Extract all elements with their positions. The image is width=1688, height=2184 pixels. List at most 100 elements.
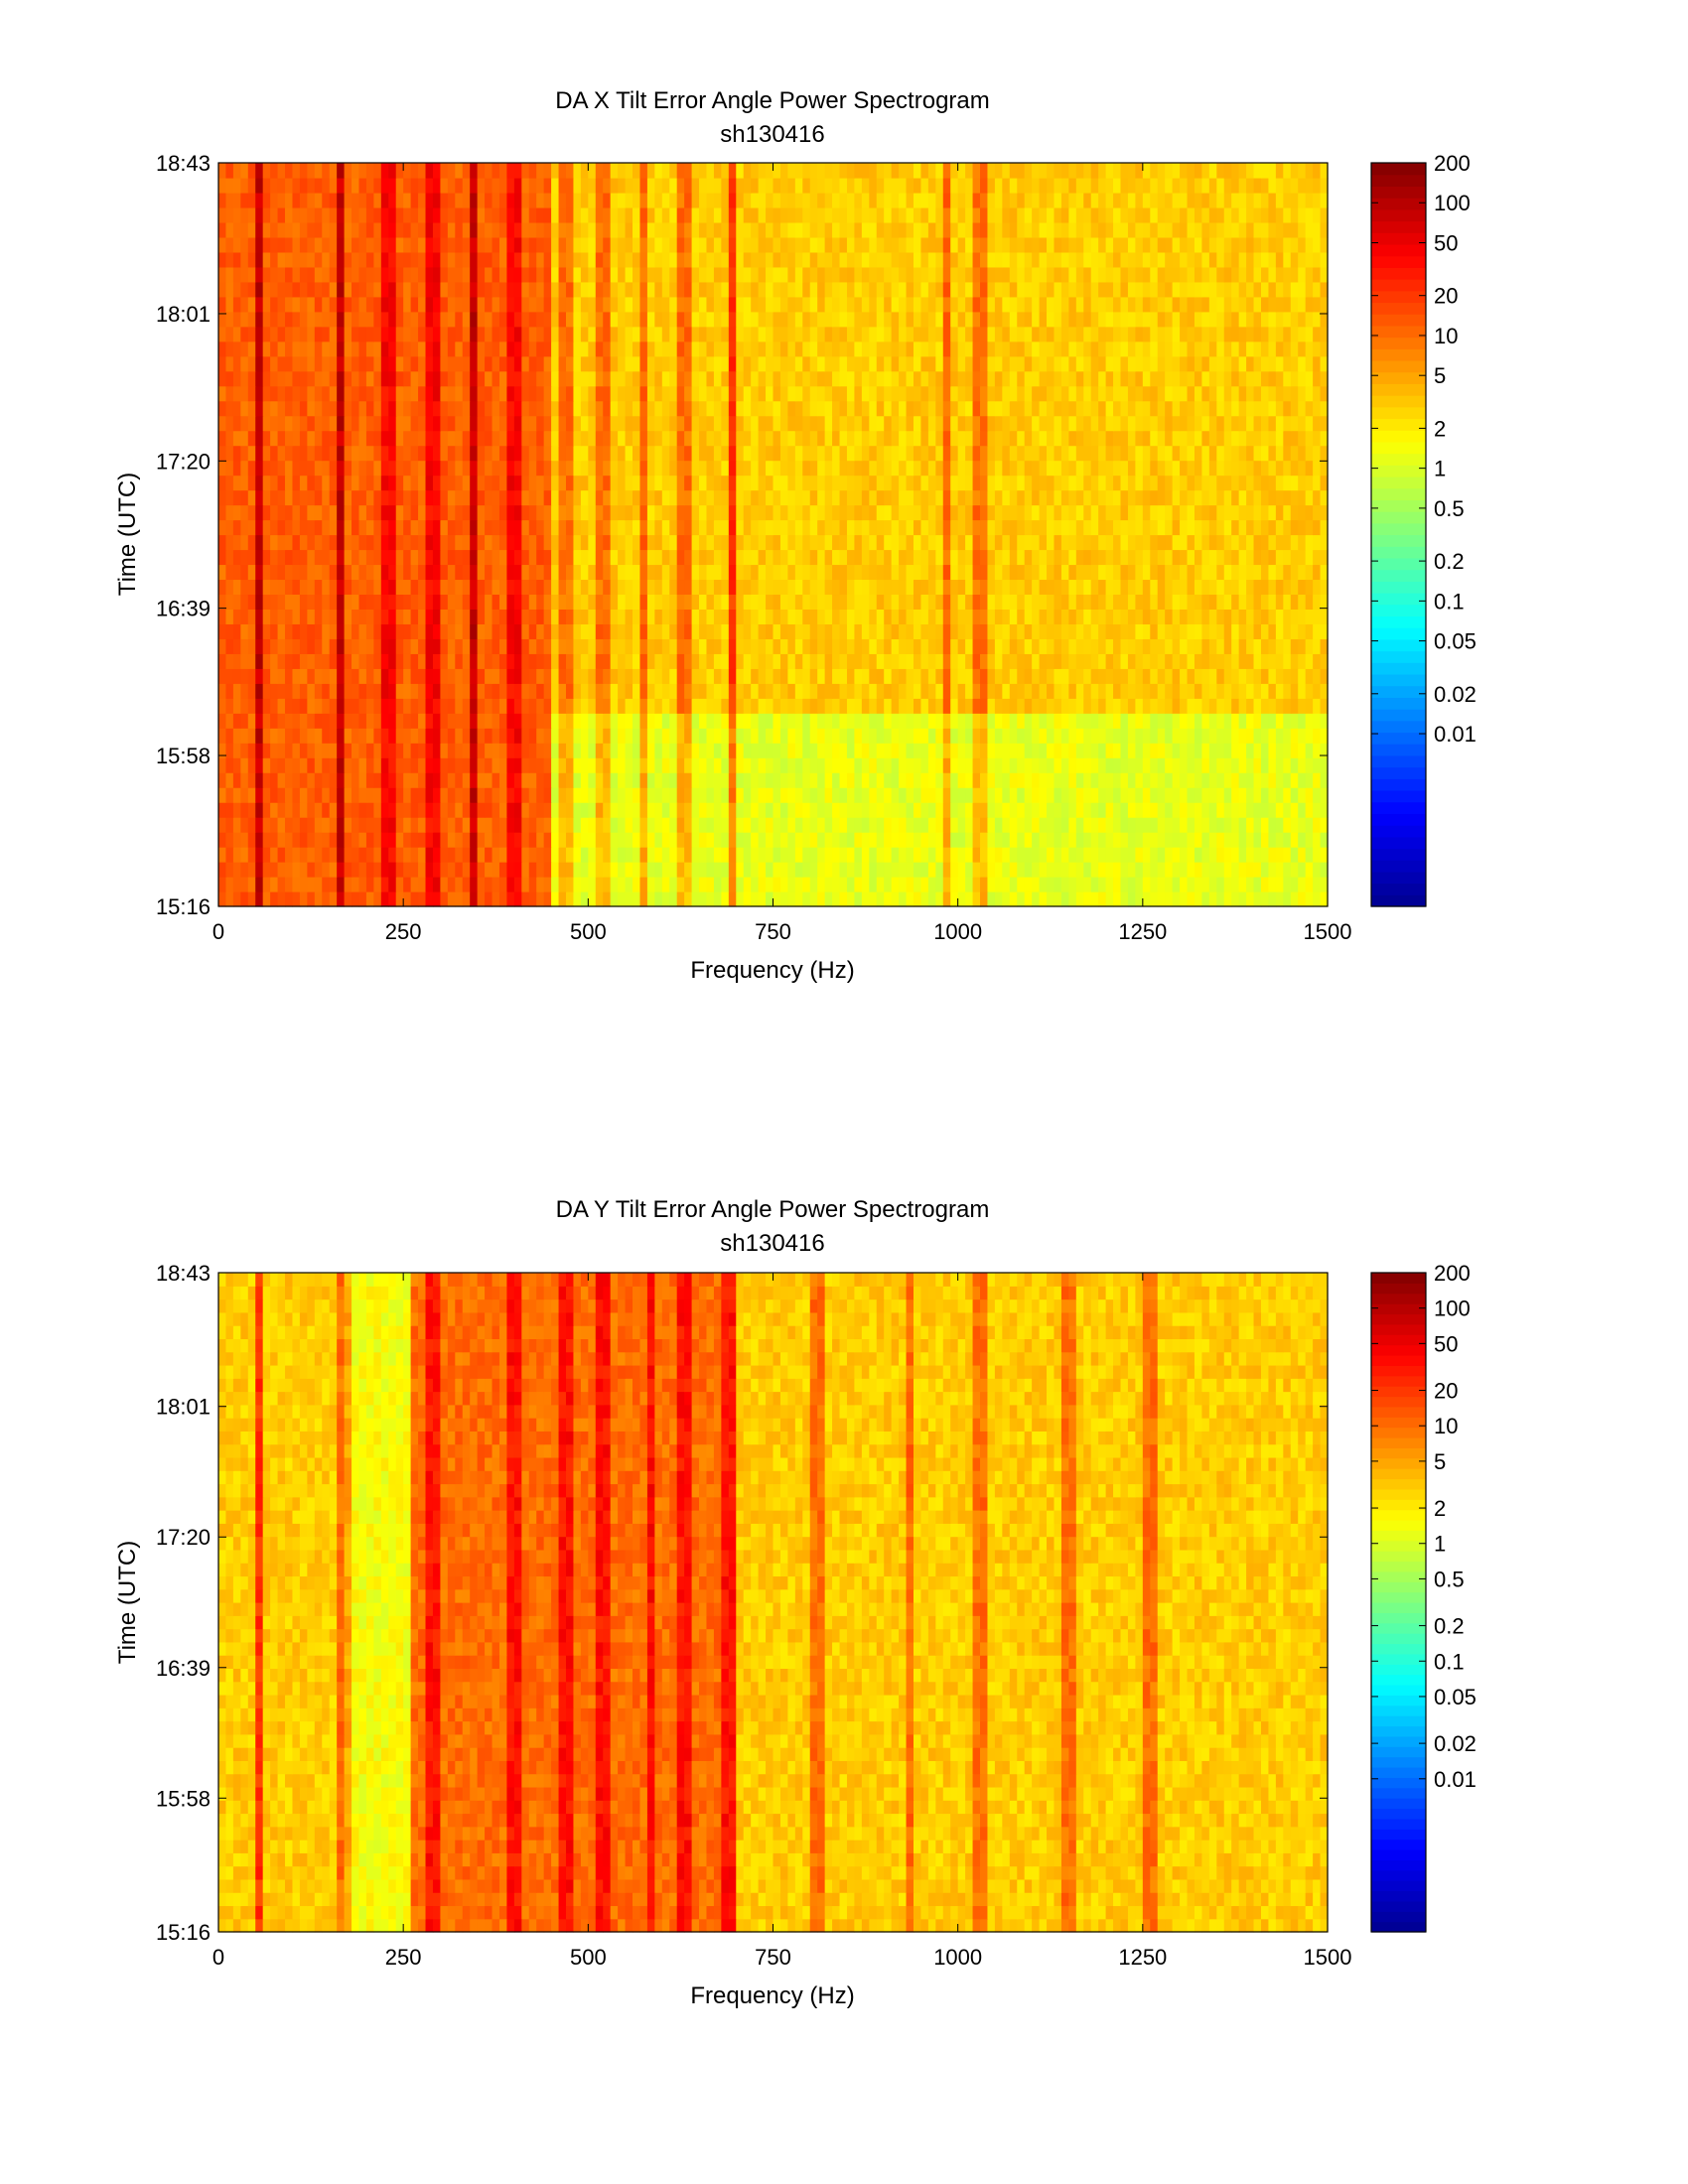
heatmap-cell [403, 802, 412, 818]
heatmap-cell [255, 847, 264, 863]
heatmap-cell [713, 504, 722, 521]
heatmap-cell [314, 400, 323, 417]
heatmap-cell [1068, 728, 1077, 744]
heatmap-cell [736, 519, 745, 536]
heatmap-cell [1113, 802, 1122, 818]
heatmap-cell [240, 832, 249, 848]
heatmap-cell [492, 460, 500, 477]
heatmap-cell [1120, 757, 1129, 773]
heatmap-cell [588, 594, 597, 610]
heatmap-cell [817, 817, 826, 833]
heatmap-cell [1268, 653, 1277, 669]
heatmap-cell [380, 743, 389, 758]
heatmap-cell [1157, 519, 1166, 536]
heatmap-cell [972, 653, 981, 669]
heatmap-cell [1157, 430, 1166, 447]
heatmap-cell [1083, 698, 1092, 714]
heatmap-cell [447, 698, 456, 714]
heatmap-cell [1275, 579, 1284, 596]
heatmap-cell [906, 683, 914, 699]
heatmap-cell [817, 668, 826, 684]
heatmap-cell [1105, 623, 1114, 639]
heatmap-cell [1017, 787, 1026, 803]
heatmap-cell [1032, 445, 1041, 462]
heatmap-cell [1246, 832, 1255, 848]
heatmap-cell [477, 891, 486, 907]
heatmap-cell [758, 817, 767, 833]
heatmap-cell [913, 683, 922, 699]
heatmap-cell [565, 891, 575, 907]
heatmap-cell [876, 579, 885, 596]
heatmap-cell [625, 489, 633, 506]
heatmap-cell [935, 877, 944, 892]
heatmap-cell [218, 653, 227, 669]
heatmap-cell [440, 877, 449, 892]
heatmap-cell [1165, 877, 1174, 892]
heatmap-cell [1246, 430, 1255, 447]
heatmap-cell [699, 564, 708, 581]
heatmap-cell [927, 802, 936, 818]
heatmap-cell [322, 653, 331, 669]
heatmap-cell [432, 772, 441, 788]
heatmap-cell [485, 683, 493, 699]
heatmap-cell [869, 534, 878, 551]
heatmap-cell [588, 713, 597, 729]
heatmap-cell [1083, 579, 1092, 596]
heatmap-cell [1098, 877, 1107, 892]
heatmap-cell [846, 609, 856, 624]
heatmap-cell [876, 862, 885, 878]
heatmap-cell [1090, 460, 1099, 477]
heatmap-cell [633, 847, 641, 863]
heatmap-cell [337, 817, 346, 833]
heatmap-cell [262, 460, 271, 477]
heatmap-cell [972, 549, 981, 566]
heatmap-cell [839, 743, 848, 758]
heatmap-cell [462, 475, 471, 491]
heatmap-cell [766, 564, 774, 581]
heatmap-cell [639, 430, 648, 447]
heatmap-cell [1105, 787, 1114, 803]
heatmap-cell [1083, 787, 1092, 803]
heatmap-cell [551, 891, 560, 907]
heatmap-cell [240, 489, 249, 506]
heatmap-cell [492, 877, 500, 892]
heatmap-cell [773, 623, 781, 639]
heatmap-cell [1068, 549, 1077, 566]
heatmap-cell [1002, 817, 1011, 833]
heatmap-cell [691, 623, 700, 639]
heatmap-cell [1090, 877, 1099, 892]
heatmap-cell [1127, 534, 1136, 551]
heatmap-cell [498, 489, 508, 506]
heatmap-cell [498, 891, 508, 907]
heatmap-cell [884, 504, 893, 521]
heatmap-cell [1172, 772, 1181, 788]
heatmap-cell [1068, 594, 1077, 610]
heatmap-cell [654, 891, 663, 907]
heatmap-cell [388, 638, 397, 654]
heatmap-cell [262, 475, 271, 491]
heatmap-cell [646, 534, 655, 551]
heatmap-cell [1157, 862, 1166, 878]
heatmap-cell [1039, 668, 1048, 684]
heatmap-cell [470, 772, 479, 788]
heatmap-cell [766, 877, 774, 892]
heatmap-cell [580, 609, 589, 624]
heatmap-cell [1150, 638, 1159, 654]
heatmap-cell [1039, 862, 1048, 878]
heatmap-cell [1208, 817, 1217, 833]
heatmap-cell [1298, 594, 1307, 610]
heatmap-cell [876, 891, 885, 907]
heatmap-cell [373, 772, 382, 788]
heatmap-cell [884, 728, 893, 744]
heatmap-cell [610, 757, 619, 773]
heatmap-cell [588, 862, 597, 878]
heatmap-cell [751, 460, 760, 477]
heatmap-cell [314, 638, 323, 654]
heatmap-cell [1194, 638, 1203, 654]
heatmap-cell [573, 594, 582, 610]
heatmap-cell [899, 638, 908, 654]
heatmap-cell [270, 504, 279, 521]
heatmap-cell [884, 668, 893, 684]
heatmap-cell [255, 400, 264, 417]
heatmap-cell [854, 475, 863, 491]
